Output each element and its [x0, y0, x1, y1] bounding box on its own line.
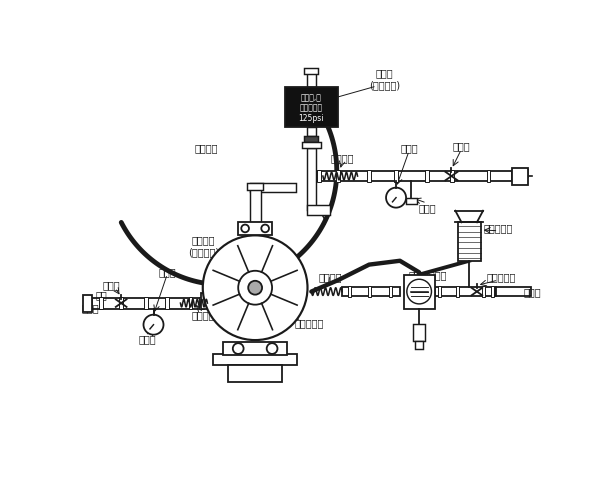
Circle shape — [407, 280, 431, 304]
Text: 空氣干燥機: 空氣干燥機 — [484, 223, 513, 233]
Bar — [92, 298, 203, 309]
Text: 排水口: 排水口 — [418, 203, 436, 213]
Text: 軟管連接: 軟管連接 — [331, 153, 354, 163]
Text: 阻尼器,壓
力不可超過
125psi: 阻尼器,壓 力不可超過 125psi — [299, 93, 324, 122]
Text: 軟管連接: 軟管連接 — [319, 272, 343, 282]
Bar — [425, 170, 429, 183]
Bar — [307, 149, 316, 211]
Text: 排氣: 排氣 — [95, 289, 107, 299]
Bar — [394, 170, 398, 183]
Bar — [456, 287, 459, 297]
Text: 壓力表: 壓力表 — [400, 144, 418, 153]
Bar — [285, 87, 338, 128]
Circle shape — [143, 315, 164, 335]
Circle shape — [261, 225, 269, 233]
Circle shape — [248, 281, 262, 295]
Text: 進氣口: 進氣口 — [523, 287, 541, 297]
Bar — [367, 170, 371, 183]
Circle shape — [386, 188, 406, 208]
Bar — [144, 297, 148, 310]
Text: 軟管連接: 軟管連接 — [192, 310, 215, 320]
Text: 排放: 排放 — [518, 167, 530, 176]
Circle shape — [233, 344, 244, 354]
Bar — [307, 128, 316, 137]
Bar — [203, 296, 213, 307]
Text: 過濾器/穩壓器: 過濾器/穩壓器 — [409, 270, 447, 280]
Bar — [512, 168, 529, 185]
Bar — [307, 74, 316, 87]
Bar — [199, 297, 203, 310]
Bar — [238, 222, 272, 236]
Bar — [250, 190, 260, 222]
Bar — [434, 288, 496, 297]
Bar — [487, 170, 490, 183]
Bar — [119, 297, 123, 310]
Bar — [148, 326, 159, 333]
Bar — [439, 287, 442, 297]
Bar — [311, 171, 512, 182]
Bar — [482, 287, 485, 297]
Bar — [491, 287, 494, 297]
Bar — [304, 137, 318, 143]
Bar — [166, 297, 169, 310]
Bar — [337, 170, 340, 183]
Bar — [317, 170, 321, 183]
Bar — [83, 295, 92, 312]
Bar — [404, 275, 434, 309]
Bar — [458, 223, 481, 261]
Circle shape — [203, 236, 308, 340]
Bar — [201, 293, 215, 309]
Bar — [188, 297, 193, 310]
Bar — [415, 341, 423, 349]
Text: 截流閥: 截流閥 — [103, 279, 120, 289]
Bar — [413, 324, 425, 341]
Bar — [223, 342, 287, 356]
Text: 氣動隔膜泵: 氣動隔膜泵 — [295, 318, 324, 328]
Bar — [228, 365, 282, 382]
Bar — [247, 184, 263, 191]
Text: 壓力表: 壓力表 — [158, 266, 176, 276]
Text: 管接頭
(式樣可選): 管接頭 (式樣可選) — [369, 68, 400, 90]
Bar — [302, 143, 320, 149]
Text: 空氣截流閥: 空氣截流閥 — [487, 272, 516, 282]
Bar — [368, 287, 371, 297]
Bar — [389, 287, 392, 297]
Bar — [496, 288, 531, 297]
Circle shape — [238, 271, 272, 305]
Bar — [451, 170, 454, 183]
Bar — [406, 198, 417, 204]
Text: 截流閥: 截流閥 — [452, 141, 470, 151]
Text: 管通連接
(式樣可選): 管通連接 (式樣可選) — [188, 235, 219, 257]
Text: 吸入口: 吸入口 — [82, 302, 99, 312]
Bar — [99, 297, 103, 310]
Bar — [213, 354, 298, 366]
Bar — [307, 206, 330, 215]
Bar — [349, 287, 352, 297]
Circle shape — [241, 225, 249, 233]
Text: 排水口: 排水口 — [139, 333, 156, 343]
Bar — [342, 288, 400, 297]
Circle shape — [266, 344, 277, 354]
Bar — [304, 69, 318, 74]
Text: 進氣管路: 進氣管路 — [194, 144, 218, 153]
Bar — [250, 184, 296, 193]
